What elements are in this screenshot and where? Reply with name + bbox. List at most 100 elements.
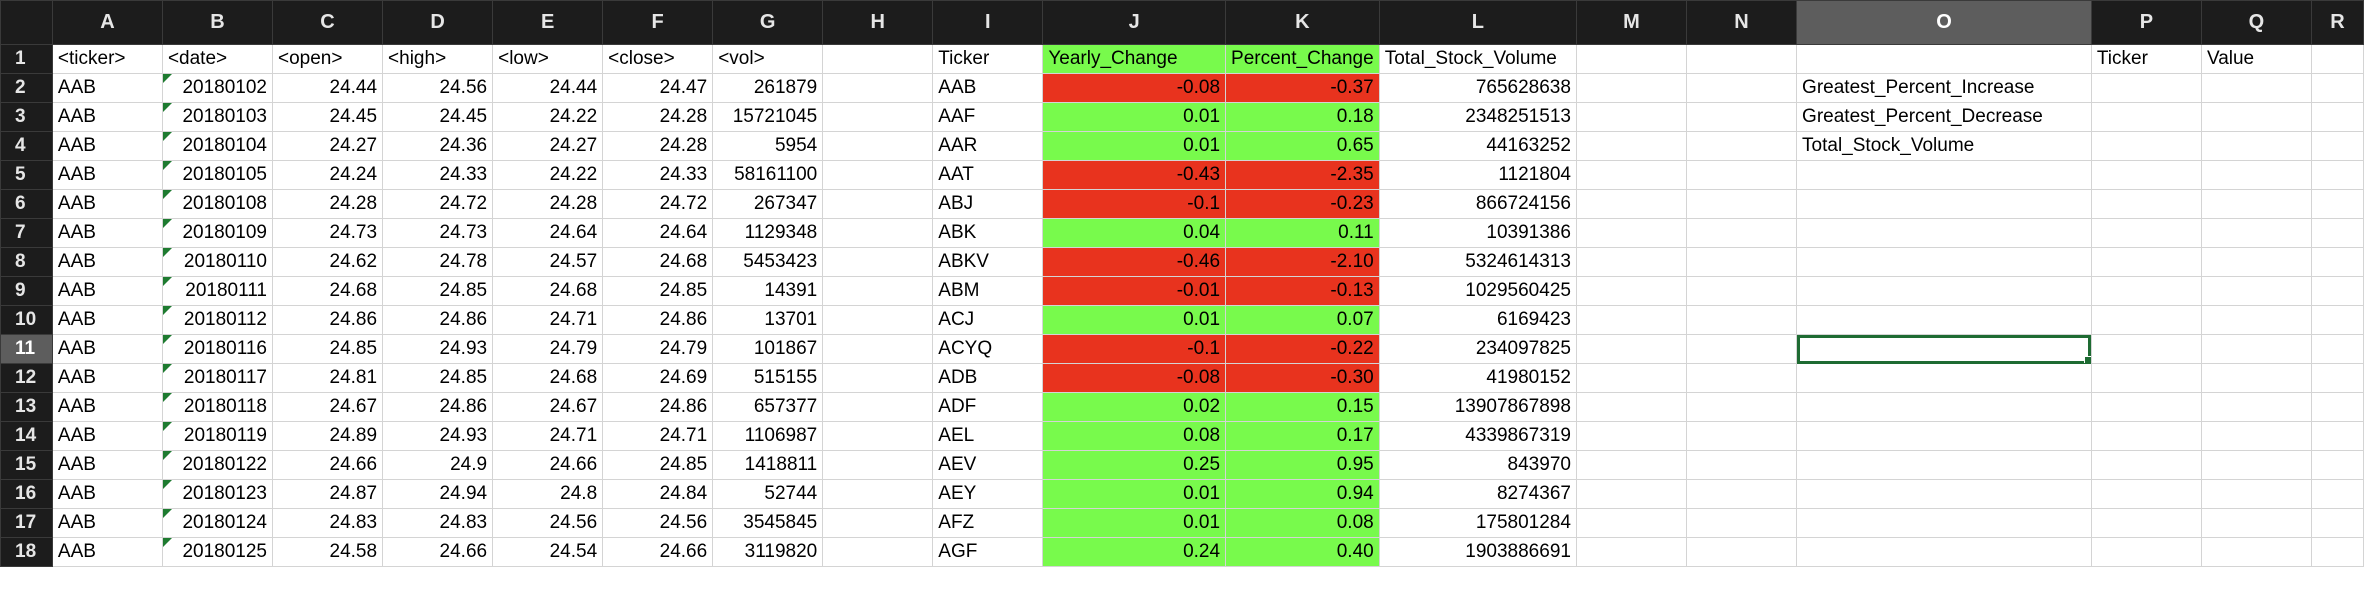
cell-m7[interactable] bbox=[1575, 218, 1688, 248]
cell-n2[interactable] bbox=[1685, 73, 1798, 103]
cell-j9[interactable]: -0.01 bbox=[1042, 276, 1227, 306]
cell-j7[interactable]: 0.04 bbox=[1042, 218, 1227, 248]
cell-b18[interactable]: 20180125 bbox=[161, 537, 274, 567]
cell-c11[interactable]: 24.85 bbox=[271, 334, 384, 364]
cell-l12[interactable]: 41980152 bbox=[1378, 363, 1577, 393]
column-header-o[interactable]: O bbox=[1796, 0, 2092, 45]
cell-f7[interactable]: 24.64 bbox=[602, 218, 714, 248]
cell-b10[interactable]: 20180112 bbox=[161, 305, 274, 335]
cell-j3[interactable]: 0.01 bbox=[1042, 102, 1227, 132]
cell-i4[interactable]: AAR bbox=[932, 131, 1044, 161]
cell-l13[interactable]: 13907867898 bbox=[1378, 392, 1577, 422]
cell-c15[interactable]: 24.66 bbox=[271, 450, 384, 480]
cell-d8[interactable]: 24.78 bbox=[382, 247, 494, 277]
cell-k5[interactable]: -2.35 bbox=[1225, 160, 1380, 190]
cell-g18[interactable]: 3119820 bbox=[712, 537, 824, 567]
cell-a12[interactable]: AAB bbox=[51, 363, 163, 393]
cell-g4[interactable]: 5954 bbox=[712, 131, 824, 161]
cell-i16[interactable]: AEY bbox=[932, 479, 1044, 509]
cell-o9[interactable] bbox=[1796, 276, 2092, 306]
cell-h3[interactable] bbox=[822, 102, 934, 132]
cell-d2[interactable]: 24.56 bbox=[382, 73, 494, 103]
cell-b6[interactable]: 20180108 bbox=[161, 189, 274, 219]
cell-g1[interactable]: <vol> bbox=[712, 44, 824, 74]
cell-h5[interactable] bbox=[822, 160, 934, 190]
cell-c2[interactable]: 24.44 bbox=[271, 73, 384, 103]
cell-b16[interactable]: 20180123 bbox=[161, 479, 274, 509]
cell-b17[interactable]: 20180124 bbox=[161, 508, 274, 538]
cell-q4[interactable] bbox=[2200, 131, 2312, 161]
cell-p16[interactable] bbox=[2090, 479, 2202, 509]
cell-q1[interactable]: Value bbox=[2200, 44, 2312, 74]
cell-j8[interactable]: -0.46 bbox=[1042, 247, 1227, 277]
row-header[interactable]: 15 bbox=[0, 450, 53, 480]
cell-d18[interactable]: 24.66 bbox=[382, 537, 494, 567]
cell-f10[interactable]: 24.86 bbox=[602, 305, 714, 335]
cell-l16[interactable]: 8274367 bbox=[1378, 479, 1577, 509]
cell-k8[interactable]: -2.10 bbox=[1225, 247, 1380, 277]
cell-p14[interactable] bbox=[2090, 421, 2202, 451]
cell-h10[interactable] bbox=[822, 305, 934, 335]
cell-l18[interactable]: 1903886691 bbox=[1378, 537, 1577, 567]
row-header[interactable]: 14 bbox=[0, 421, 53, 451]
cell-k7[interactable]: 0.11 bbox=[1225, 218, 1380, 248]
cell-q18[interactable] bbox=[2200, 537, 2312, 567]
cell-j15[interactable]: 0.25 bbox=[1042, 450, 1227, 480]
column-header-l[interactable]: L bbox=[1378, 0, 1577, 45]
cell-f5[interactable]: 24.33 bbox=[602, 160, 714, 190]
cell-a15[interactable]: AAB bbox=[51, 450, 163, 480]
cell-g3[interactable]: 15721045 bbox=[712, 102, 824, 132]
cell-p13[interactable] bbox=[2090, 392, 2202, 422]
cell-i12[interactable]: ADB bbox=[932, 363, 1044, 393]
cell-p7[interactable] bbox=[2090, 218, 2202, 248]
cell-e4[interactable]: 24.27 bbox=[492, 131, 604, 161]
cell-k2[interactable]: -0.37 bbox=[1225, 73, 1380, 103]
cell-l11[interactable]: 234097825 bbox=[1378, 334, 1577, 364]
cell-a17[interactable]: AAB bbox=[51, 508, 163, 538]
cell-c8[interactable]: 24.62 bbox=[271, 247, 384, 277]
cell-l5[interactable]: 1121804 bbox=[1378, 160, 1577, 190]
cell-h14[interactable] bbox=[822, 421, 934, 451]
cell-m2[interactable] bbox=[1575, 73, 1688, 103]
column-header-g[interactable]: G bbox=[712, 0, 824, 45]
cell-f1[interactable]: <close> bbox=[602, 44, 714, 74]
cell-f8[interactable]: 24.68 bbox=[602, 247, 714, 277]
cell-m13[interactable] bbox=[1575, 392, 1688, 422]
cell-k4[interactable]: 0.65 bbox=[1225, 131, 1380, 161]
column-header-d[interactable]: D bbox=[382, 0, 494, 45]
cell-r16[interactable] bbox=[2310, 479, 2364, 509]
cell-g15[interactable]: 1418811 bbox=[712, 450, 824, 480]
cell-m18[interactable] bbox=[1575, 537, 1688, 567]
cell-n17[interactable] bbox=[1685, 508, 1798, 538]
cell-h8[interactable] bbox=[822, 247, 934, 277]
cell-c6[interactable]: 24.28 bbox=[271, 189, 384, 219]
cell-o13[interactable] bbox=[1796, 392, 2092, 422]
cell-b11[interactable]: 20180116 bbox=[161, 334, 274, 364]
cell-o3[interactable]: Greatest_Percent_Decrease bbox=[1796, 102, 2092, 132]
cell-r14[interactable] bbox=[2310, 421, 2364, 451]
cell-q6[interactable] bbox=[2200, 189, 2312, 219]
cell-j5[interactable]: -0.43 bbox=[1042, 160, 1227, 190]
cell-h13[interactable] bbox=[822, 392, 934, 422]
cell-h7[interactable] bbox=[822, 218, 934, 248]
cell-e14[interactable]: 24.71 bbox=[492, 421, 604, 451]
cell-d5[interactable]: 24.33 bbox=[382, 160, 494, 190]
column-header-c[interactable]: C bbox=[271, 0, 384, 45]
cell-b14[interactable]: 20180119 bbox=[161, 421, 274, 451]
column-header-a[interactable]: A bbox=[51, 0, 163, 45]
cell-r5[interactable] bbox=[2310, 160, 2364, 190]
cell-b2[interactable]: 20180102 bbox=[161, 73, 274, 103]
cell-r6[interactable] bbox=[2310, 189, 2364, 219]
cell-n3[interactable] bbox=[1685, 102, 1798, 132]
cell-h6[interactable] bbox=[822, 189, 934, 219]
cell-m6[interactable] bbox=[1575, 189, 1688, 219]
cell-m8[interactable] bbox=[1575, 247, 1688, 277]
cell-n8[interactable] bbox=[1685, 247, 1798, 277]
cell-h15[interactable] bbox=[822, 450, 934, 480]
cell-k14[interactable]: 0.17 bbox=[1225, 421, 1380, 451]
cell-e8[interactable]: 24.57 bbox=[492, 247, 604, 277]
cell-e11[interactable]: 24.79 bbox=[492, 334, 604, 364]
column-header-j[interactable]: J bbox=[1042, 0, 1227, 45]
cell-r1[interactable] bbox=[2310, 44, 2364, 74]
cell-g5[interactable]: 58161100 bbox=[712, 160, 824, 190]
